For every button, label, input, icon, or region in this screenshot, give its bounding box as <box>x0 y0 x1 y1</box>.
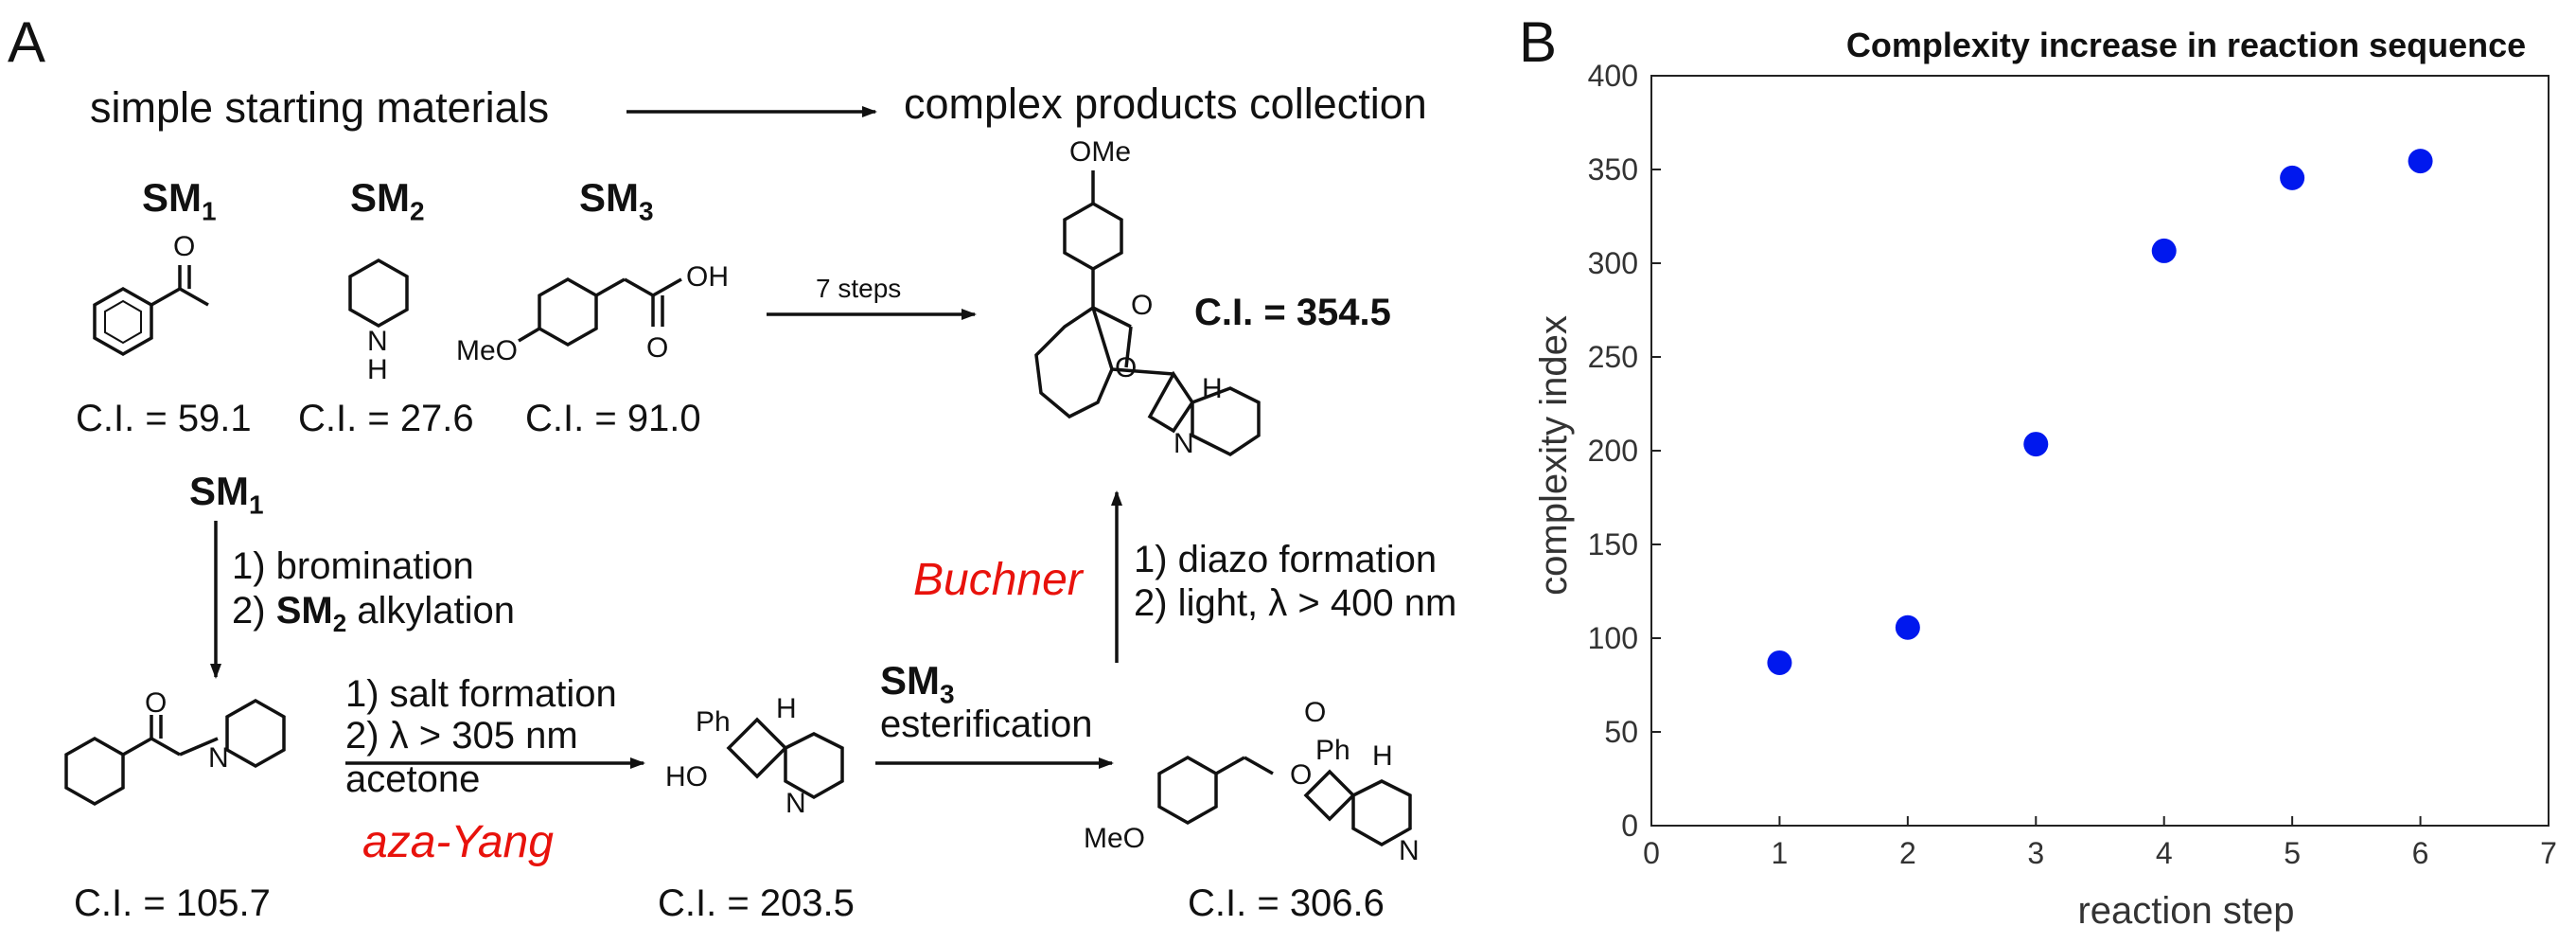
atom-o-final-carbonyl: O <box>1131 290 1153 321</box>
sm3-esterification-label: SM3 <box>880 658 955 709</box>
alkylation-step: 2) SM2 alkylation <box>232 590 516 637</box>
y-tick-label: 350 <box>1588 152 1638 187</box>
y-tick-label: 100 <box>1588 621 1638 655</box>
salt-step-1: 1) salt formation <box>345 673 617 715</box>
atom-h-mid: H <box>776 693 797 724</box>
ci-sm1: C.I. = 59.1 <box>76 398 252 439</box>
ester-structure <box>1157 755 1412 847</box>
atom-h-ester: H <box>1372 740 1393 772</box>
data-point <box>2023 432 2049 457</box>
atom-ph-ester: Ph <box>1315 735 1350 766</box>
ci-306: C.I. = 306.6 <box>1188 882 1385 924</box>
buchner-label: Buchner <box>913 555 1083 605</box>
atom-oh-sm3: OH <box>686 261 729 293</box>
atom-n-mid: N <box>785 788 806 819</box>
final-product-structure <box>1034 170 1261 457</box>
esterification-text: esterification <box>880 704 1093 745</box>
atom-ome-final: OMe <box>1069 136 1131 168</box>
aza-yang-label: aza-Yang <box>362 817 554 867</box>
y-tick-label: 150 <box>1588 527 1638 561</box>
x-tick-label: 1 <box>1772 836 1789 870</box>
x-tick-label: 6 <box>2412 836 2429 870</box>
atom-ho-mid: HO <box>665 761 708 793</box>
y-tick-label: 250 <box>1588 340 1638 374</box>
y-tick-label: 50 <box>1604 715 1638 749</box>
y-axis-label: complexity index <box>1533 315 1575 596</box>
atom-o-final-ring: O <box>1115 352 1137 383</box>
x-tick-label: 5 <box>2284 836 2301 870</box>
y-tick-label: 0 <box>1621 809 1638 843</box>
products-collection-text: complex products collection <box>904 80 1427 128</box>
data-point <box>1895 614 1920 640</box>
sm1-label-repeat: SM1 <box>189 469 264 520</box>
ci-203: C.I. = 203.5 <box>658 882 855 924</box>
atom-n-ketone: N <box>208 742 229 774</box>
atom-n-sm2: N <box>367 326 388 357</box>
methoxyphenylacetic-structure <box>518 276 682 347</box>
piperidine-structure <box>348 258 409 329</box>
atom-meo-ester: MeO <box>1084 823 1145 854</box>
acetophenone-structure <box>93 265 209 357</box>
atom-meo-sm3: MeO <box>456 335 518 366</box>
ci-105: C.I. = 105.7 <box>74 882 271 924</box>
atom-h-sm2: H <box>367 354 388 385</box>
azetidinol-structure <box>726 717 844 800</box>
seven-steps-label: 7 steps <box>816 274 901 303</box>
atom-o-sm3: O <box>646 332 668 364</box>
ci-sm2: C.I. = 27.6 <box>298 398 474 439</box>
atom-o-ester-carbonyl: O <box>1304 697 1326 728</box>
x-tick-label: 3 <box>2027 836 2044 870</box>
scheme-drawing: O N H OH O MeO OMe O O H N O N Ph H HO N… <box>64 106 1420 866</box>
plot-frame <box>1650 75 2550 827</box>
sm3-label: SM3 <box>579 175 654 226</box>
x-axis-label: reaction step <box>2077 890 2294 932</box>
x-tick-label: 0 <box>1643 836 1660 870</box>
y-tick-label: 300 <box>1588 246 1638 280</box>
start-materials-text: simple starting materials <box>90 83 550 132</box>
x-tick-label: 7 <box>2540 836 2557 870</box>
complexity-chart: Complexity increase in reaction sequence… <box>1533 26 2557 932</box>
panel-a-letter: A <box>8 10 46 74</box>
aminoketone-structure <box>64 698 286 807</box>
panel-b-letter: B <box>1519 10 1558 74</box>
x-tick-label: 4 <box>2156 836 2173 870</box>
atom-ph-mid: Ph <box>696 706 731 738</box>
bromination-step: 1) bromination <box>232 545 474 587</box>
atom-n-ester: N <box>1399 835 1420 866</box>
x-tick-label: 2 <box>1899 836 1916 870</box>
atom-o-ketone: O <box>145 687 167 719</box>
salt-step-2: 2) λ > 305 nm <box>345 715 578 757</box>
atom-h-final: H <box>1202 373 1223 404</box>
diazo-step-2: 2) light, λ > 400 nm <box>1134 582 1457 624</box>
y-tick-label: 400 <box>1588 59 1638 93</box>
salt-step-3: acetone <box>345 758 481 800</box>
sm1-label: SM1 <box>142 175 217 226</box>
atom-n-final: N <box>1173 428 1194 459</box>
data-point <box>2280 165 2305 190</box>
y-tick-label: 200 <box>1588 434 1638 468</box>
chart-title: Complexity increase in reaction sequence <box>1846 26 2526 64</box>
atom-o-sm1: O <box>173 231 195 262</box>
ci-final: C.I. = 354.5 <box>1194 292 1391 333</box>
data-point <box>2151 238 2177 263</box>
data-point <box>1767 650 1792 675</box>
diazo-step-1: 1) diazo formation <box>1134 539 1438 580</box>
atom-o-ester: O <box>1290 759 1312 791</box>
sm2-label: SM2 <box>350 175 425 226</box>
data-point <box>2408 149 2433 174</box>
ci-sm3: C.I. = 91.0 <box>525 398 701 439</box>
